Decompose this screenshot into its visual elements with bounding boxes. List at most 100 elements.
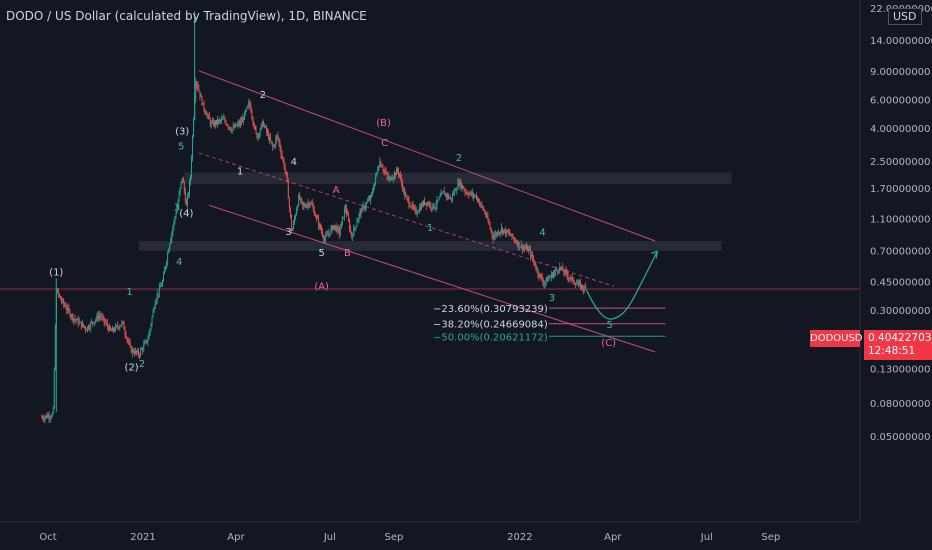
fib-label-1: −38.20%(0.24669084) — [433, 320, 548, 331]
time-tick-4: Sep — [384, 532, 403, 543]
candle-body-427 — [485, 213, 487, 217]
candle-body-227 — [277, 135, 279, 139]
currency-label[interactable]: USD — [888, 8, 922, 25]
candle-body-224 — [274, 144, 276, 146]
candle-body-480 — [540, 274, 542, 277]
time-tick-1: 2021 — [130, 532, 155, 543]
candle-body-398 — [455, 189, 457, 192]
time-tick-2: Apr — [227, 532, 245, 543]
candle-body-514 — [575, 283, 577, 286]
time-axis[interactable]: Oct 2021 Apr Jul Sep 2022 Apr Jul Sep — [39, 532, 780, 543]
wave-label-8: (4) — [179, 209, 193, 220]
candle-body-137 — [183, 182, 185, 192]
candle-body-523 — [585, 286, 587, 289]
candle-body-338 — [392, 177, 394, 179]
candle-body-234 — [284, 167, 286, 171]
candle-body-400 — [457, 182, 459, 190]
candle-body-43 — [86, 329, 87, 331]
candle-body-468 — [528, 248, 529, 252]
price-tick-9: 0.45000000 — [870, 277, 930, 288]
candle-body-90 — [134, 350, 136, 354]
candle-body-226 — [276, 135, 278, 139]
candle-body-20 — [62, 299, 64, 302]
candle-body-342 — [397, 169, 398, 171]
candle-body-171 — [219, 119, 221, 121]
candle-body-281 — [333, 225, 335, 230]
channel-line-0 — [198, 70, 656, 242]
candle-body-249 — [300, 198, 302, 200]
candle-body-380 — [436, 199, 438, 206]
candle-body-332 — [386, 172, 388, 176]
candle-body-18 — [60, 296, 61, 300]
candle-body-69 — [113, 327, 115, 331]
candle-body-370 — [426, 202, 428, 206]
candle-body-371 — [427, 203, 429, 206]
candle-body-92 — [137, 350, 138, 353]
candle-body-278 — [330, 228, 332, 234]
candle-body-33 — [75, 319, 77, 321]
candle-body-148 — [195, 82, 197, 100]
candle-body-203 — [252, 117, 254, 123]
time-tick-6: Apr — [604, 532, 622, 543]
candle-body-58 — [101, 316, 103, 318]
candle-body-391 — [447, 194, 449, 199]
candle-body-284 — [336, 227, 338, 231]
candle-body-197 — [246, 107, 248, 111]
candle-body-70 — [114, 330, 116, 332]
candle-body-418 — [476, 195, 477, 199]
candle-body-78 — [122, 321, 124, 323]
candle-body-254 — [305, 206, 307, 208]
candle-body-225 — [275, 138, 277, 145]
candle-body-289 — [341, 217, 343, 222]
price-tick-13: 0.08000000 — [870, 399, 930, 410]
price-tick-7: 1.10000000 — [870, 215, 930, 226]
candle-body-48 — [91, 321, 93, 323]
candle-body-210 — [259, 129, 261, 135]
candle-body-31 — [73, 318, 75, 321]
candle-body-71 — [115, 325, 117, 331]
candle-body-301 — [354, 227, 356, 229]
candle-body-39 — [81, 323, 83, 327]
candle-body-488 — [548, 277, 550, 279]
candle-body-59 — [102, 316, 104, 318]
candle-body-125 — [171, 232, 173, 239]
candle-body-35 — [77, 318, 79, 324]
candle-body-377 — [433, 203, 435, 209]
candle-body-303 — [356, 222, 358, 227]
candle-body-386 — [442, 191, 444, 193]
candle-body-277 — [329, 233, 331, 235]
candle-body-183 — [231, 129, 233, 132]
candle-body-336 — [390, 177, 392, 180]
candle-body-516 — [577, 282, 579, 284]
candle-body-288 — [340, 221, 342, 229]
candle-body-366 — [421, 204, 423, 206]
candle-body-445 — [504, 229, 506, 231]
candle-body-477 — [537, 268, 539, 275]
candle-body-101 — [146, 340, 148, 343]
candle-body-180 — [228, 126, 230, 128]
candle-body-104 — [149, 328, 151, 334]
candle-body-222 — [272, 143, 274, 147]
candle-body-456 — [515, 241, 517, 243]
candle-body-455 — [514, 239, 516, 242]
candle-body-202 — [251, 112, 253, 118]
candle-body-464 — [523, 247, 525, 249]
candle-body-199 — [248, 102, 250, 106]
candle-body-8 — [49, 417, 51, 419]
candle-body-326 — [380, 161, 382, 166]
candle-body-181 — [229, 127, 231, 130]
candle-body-451 — [510, 234, 512, 236]
candle-body-423 — [481, 203, 483, 206]
candle-body-139 — [185, 201, 187, 206]
candle-body-341 — [395, 169, 397, 175]
candle-body-324 — [378, 166, 380, 171]
candle-body-430 — [488, 221, 490, 225]
wave-label-13: 5 — [318, 248, 324, 259]
candle-body-424 — [482, 205, 484, 210]
candle-body-457 — [516, 242, 518, 246]
candle-body-439 — [497, 232, 499, 235]
candle-body-421 — [479, 202, 481, 204]
candle-body-122 — [168, 249, 170, 254]
candle-body-330 — [384, 170, 386, 172]
